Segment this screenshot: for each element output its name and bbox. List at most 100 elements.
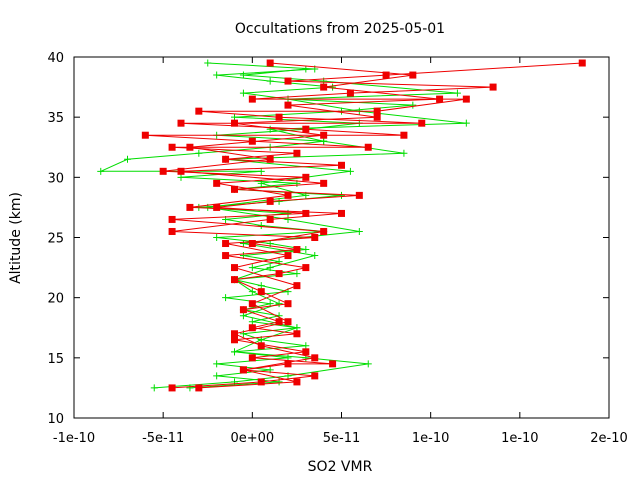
- data-point: [239, 89, 247, 97]
- data-point: [355, 227, 363, 235]
- data-point: [320, 137, 328, 145]
- data-point: [186, 203, 194, 211]
- data-point: [462, 119, 470, 127]
- data-point: [266, 155, 274, 163]
- data-point: [293, 246, 301, 254]
- data-point: [168, 384, 176, 392]
- data-point: [248, 300, 256, 308]
- data-point: [382, 71, 390, 79]
- data-point: [293, 378, 301, 386]
- data-point: [373, 107, 381, 115]
- data-point: [231, 264, 238, 272]
- data-point: [311, 372, 319, 380]
- data-point: [266, 59, 274, 67]
- data-point: [266, 197, 274, 205]
- data-point: [239, 71, 247, 79]
- data-point: [338, 161, 345, 169]
- data-point: [329, 360, 337, 368]
- data-point: [364, 360, 372, 368]
- data-point: [578, 59, 586, 67]
- data-point: [257, 179, 265, 187]
- data-point: [168, 227, 176, 235]
- data-point: [275, 300, 283, 308]
- data-point: [302, 209, 310, 217]
- data-point: [248, 354, 256, 362]
- data-point: [239, 312, 247, 320]
- series-2: [141, 59, 586, 392]
- data-point: [320, 227, 328, 235]
- data-point: [213, 71, 221, 79]
- data-point: [373, 113, 381, 121]
- data-point: [248, 288, 256, 296]
- data-point: [257, 288, 265, 296]
- plot-series: [97, 59, 586, 392]
- data-point: [302, 342, 310, 350]
- data-point: [222, 155, 230, 163]
- data-point: [266, 77, 274, 85]
- data-point: [284, 360, 292, 368]
- data-point: [311, 252, 319, 260]
- data-point: [284, 318, 292, 326]
- data-point: [364, 143, 372, 151]
- data-point: [177, 167, 185, 175]
- data-point: [320, 179, 328, 187]
- y-tick-label: 10: [47, 412, 64, 427]
- data-point: [293, 330, 301, 338]
- data-point: [400, 131, 408, 139]
- data-point: [257, 342, 265, 350]
- data-point: [231, 336, 238, 344]
- data-point: [248, 318, 256, 326]
- data-point: [231, 113, 238, 121]
- data-point: [213, 234, 221, 241]
- data-point: [302, 65, 310, 73]
- data-point: [462, 95, 470, 103]
- data-point: [257, 282, 265, 290]
- data-point: [195, 149, 203, 157]
- data-point: [124, 155, 131, 163]
- data-point: [293, 324, 301, 332]
- data-point: [213, 360, 221, 368]
- data-point: [266, 215, 274, 223]
- data-point: [400, 149, 408, 157]
- x-tick-label: 0e+00: [230, 431, 274, 446]
- data-point: [177, 119, 185, 127]
- data-point: [302, 125, 310, 133]
- data-point: [248, 324, 256, 332]
- x-tick-label: 2e-10: [590, 431, 628, 446]
- y-tick-label: 20: [47, 292, 64, 307]
- data-point: [231, 330, 238, 338]
- data-point: [168, 215, 176, 223]
- data-point: [293, 282, 301, 290]
- data-point: [266, 125, 274, 133]
- data-point: [302, 246, 310, 254]
- data-point: [302, 173, 310, 181]
- data-point: [239, 240, 247, 248]
- data-point: [231, 378, 238, 386]
- data-point: [436, 95, 444, 103]
- data-point: [266, 264, 274, 272]
- data-point: [284, 300, 292, 308]
- y-tick-label: 15: [47, 352, 64, 367]
- data-point: [453, 89, 461, 97]
- data-point: [168, 143, 176, 151]
- data-point: [213, 179, 221, 187]
- data-point: [275, 113, 283, 121]
- data-point: [141, 131, 149, 139]
- x-tick-label: 1e-10: [412, 431, 450, 446]
- data-point: [257, 221, 265, 229]
- data-point: [355, 191, 363, 199]
- data-point: [284, 191, 292, 199]
- data-point: [409, 101, 417, 109]
- x-tick-label: -5e-11: [142, 431, 184, 446]
- data-point: [302, 264, 310, 272]
- data-point: [329, 83, 337, 91]
- data-point: [275, 270, 283, 278]
- y-axis-ticks: 10 15 20 25 30 35 40: [47, 51, 609, 427]
- x-tick-label: 1e-10: [501, 431, 539, 446]
- y-tick-label: 25: [47, 232, 64, 247]
- x-axis-ticks: -1e-10 -5e-11 0e+00 5e-11 1e-10 1e-10 2e-10: [53, 57, 628, 446]
- data-point: [231, 185, 238, 193]
- y-tick-label: 35: [47, 111, 64, 126]
- data-point: [346, 167, 354, 175]
- data-point: [195, 107, 203, 115]
